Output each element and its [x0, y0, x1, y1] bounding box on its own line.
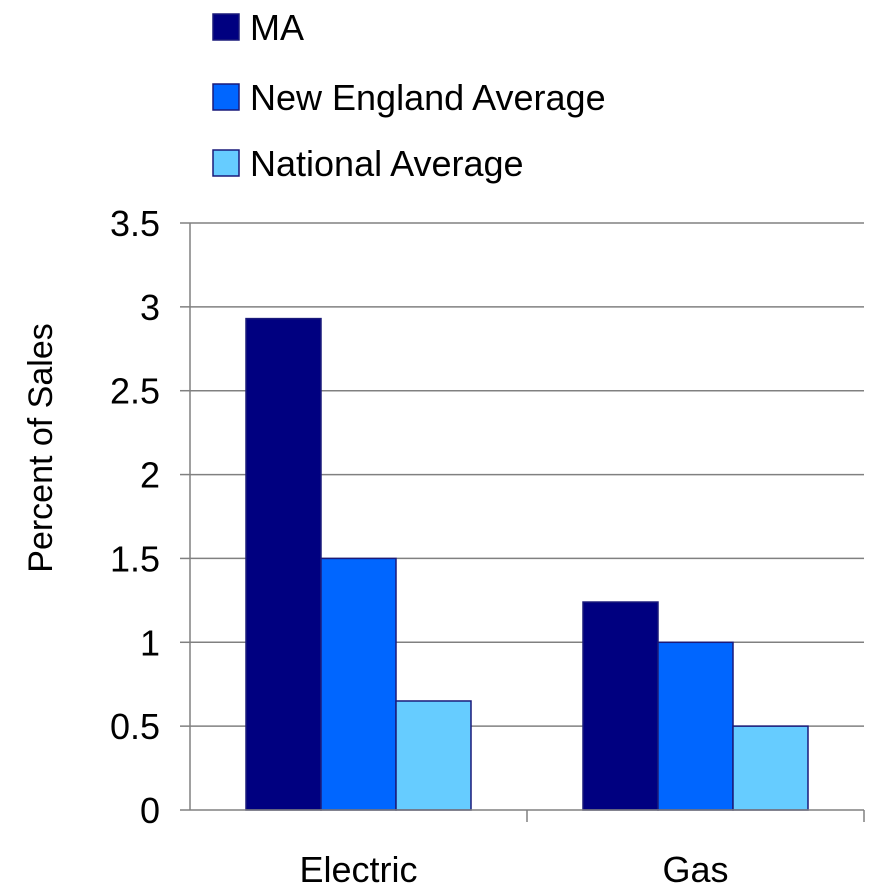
bar [733, 726, 808, 810]
bar [321, 558, 396, 810]
bar [396, 701, 471, 810]
y-tick-label: 0 [140, 790, 160, 831]
legend-label: New England Average [250, 77, 606, 118]
y-tick-label: 2 [140, 455, 160, 496]
y-tick-label: 3.5 [110, 203, 160, 244]
legend-swatch [213, 14, 239, 40]
y-tick-label: 0.5 [110, 706, 160, 747]
y-tick-label: 2.5 [110, 371, 160, 412]
bars [246, 319, 808, 810]
y-tick-label: 1 [140, 622, 160, 663]
legend-swatch [213, 84, 239, 110]
bar [246, 319, 321, 810]
x-tick-label: Electric [299, 849, 417, 889]
y-axis-title: Percent of Sales [22, 323, 60, 572]
legend-label: MA [250, 7, 304, 48]
legend-swatch [213, 150, 239, 176]
y-tick-label: 3 [140, 287, 160, 328]
bar [658, 642, 733, 810]
legend-label: National Average [250, 143, 524, 184]
bar [583, 602, 658, 810]
legend: MA New England Average National Average [213, 7, 606, 184]
x-tick-label: Gas [662, 849, 728, 889]
x-tick-labels: Electric Gas [299, 849, 728, 889]
y-tick-label: 1.5 [110, 538, 160, 579]
y-tick-labels: 0 0.5 1 1.5 2 2.5 3 3.5 [110, 203, 160, 831]
